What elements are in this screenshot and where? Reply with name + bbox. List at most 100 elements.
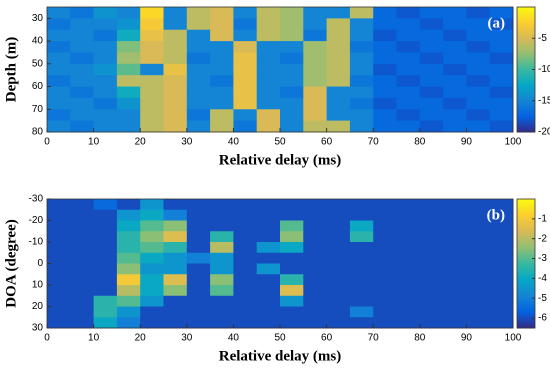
heat-cell (186, 199, 211, 211)
colorbar-segment (517, 257, 535, 260)
heat-cell (396, 63, 421, 76)
x-tick-label: 90 (461, 137, 473, 148)
heat-cell (70, 306, 95, 318)
heat-cell (233, 252, 258, 264)
colorbar-segment (517, 220, 535, 224)
colorbar-segment (517, 226, 535, 230)
heat-cell (419, 86, 444, 99)
heat-cell (280, 306, 304, 318)
y-axis-title: Depth (m) (3, 37, 19, 102)
heat-cell (186, 231, 211, 243)
heat-cell (256, 7, 281, 19)
heat-cell (280, 97, 304, 110)
heat-cell (303, 306, 328, 318)
heat-cell (466, 317, 491, 329)
heat-cell (466, 209, 491, 221)
heat-cell (443, 242, 467, 254)
heat-cell (396, 109, 421, 122)
heat-cell (443, 209, 467, 221)
colorbar-segment (517, 27, 535, 31)
heat-cell (443, 75, 467, 88)
heat-cell (116, 252, 141, 264)
heat-cell (93, 231, 118, 243)
heat-cell (233, 18, 258, 31)
heat-cell (349, 75, 374, 88)
colorbar-segment (517, 207, 535, 211)
heat-cell (210, 306, 234, 318)
heat-cell (140, 209, 164, 221)
heat-cell (93, 242, 118, 254)
heat-cell (303, 75, 328, 88)
heat-cell (70, 86, 95, 99)
colorbar-segment (517, 11, 535, 14)
heat-cell (93, 120, 118, 133)
heat-cell (280, 220, 304, 232)
heat-cell (93, 18, 118, 31)
colorbar-segment (517, 57, 535, 60)
heat-cell (349, 63, 374, 76)
heat-cell (303, 109, 328, 122)
heat-cell (466, 120, 491, 133)
heat-cell (443, 285, 467, 297)
heat-cell (280, 263, 304, 275)
heat-cell (70, 52, 95, 65)
heat-cell (210, 242, 234, 254)
heat-cell (489, 274, 514, 286)
heat-cell (47, 52, 71, 65)
heat-cell (466, 97, 491, 110)
heat-cell (93, 86, 118, 99)
colorbar-segment (517, 36, 535, 39)
colorbar-tick-label: -1 (538, 213, 547, 224)
heat-cell (116, 242, 141, 254)
heat-cell (93, 209, 118, 221)
heat-cell (186, 41, 211, 53)
heat-cell (326, 7, 351, 19)
heat-cell (443, 231, 467, 243)
heat-cell (419, 18, 444, 31)
heat-cell (326, 252, 351, 264)
heat-cell (256, 63, 281, 76)
heat-cell (256, 317, 281, 329)
heat-cell (466, 274, 491, 286)
colorbar-segment (517, 244, 535, 247)
heat-cell (280, 317, 304, 329)
heat-cell (489, 120, 514, 133)
heat-cell (233, 220, 258, 232)
heat-cell (373, 7, 397, 19)
heat-cell (140, 220, 164, 232)
heat-cell (140, 263, 164, 275)
heat-cell (373, 18, 397, 31)
colorbar-segment (517, 287, 535, 290)
heat-cell (47, 75, 71, 88)
colorbar-segment (517, 63, 535, 66)
heat-cell (256, 41, 281, 53)
heat-cell (349, 109, 374, 122)
colorbar-segment (517, 86, 535, 89)
heat-cell (93, 317, 118, 329)
heat-cell (303, 252, 328, 264)
heat-cell (93, 295, 118, 307)
colorbar-segment (517, 84, 535, 87)
colorbar-segment (517, 82, 535, 85)
heat-cell (163, 199, 188, 211)
heat-cell (163, 209, 188, 221)
heat-cell (186, 7, 211, 19)
heat-cell (70, 295, 95, 307)
heat-cell (349, 263, 374, 275)
colorbar-segment (517, 302, 535, 305)
heat-cell (466, 63, 491, 76)
heat-cell (466, 285, 491, 297)
heat-cell (47, 109, 71, 122)
heat-cell (163, 231, 188, 243)
heat-cell (280, 52, 304, 65)
heat-cell (93, 306, 118, 318)
heat-cell (443, 109, 467, 122)
heat-cell (256, 306, 281, 318)
colorbar-segment (517, 52, 535, 56)
heat-cell (186, 220, 211, 232)
heat-cell (396, 52, 421, 65)
y-tick-label: -10 (29, 237, 44, 248)
heat-cell (210, 41, 234, 53)
heat-cell (419, 306, 444, 318)
